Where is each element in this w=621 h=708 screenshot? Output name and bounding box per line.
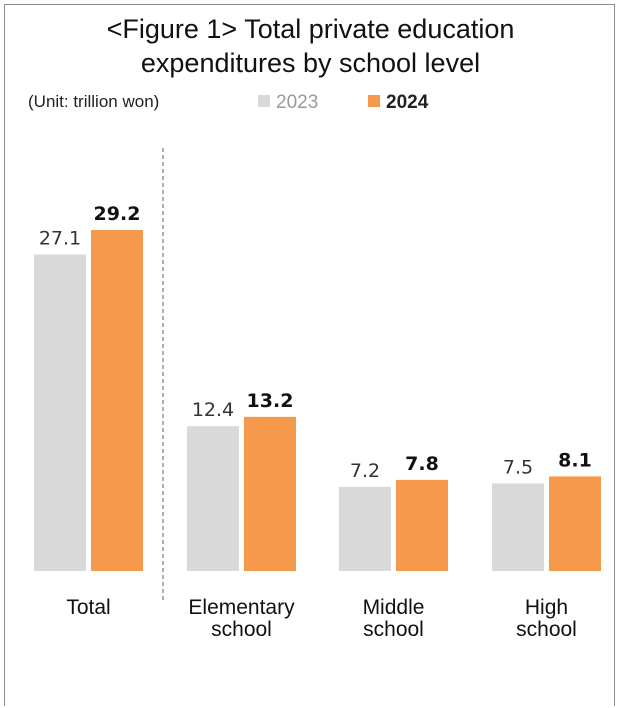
value-label-2024-1: 13.2 [247, 390, 294, 412]
bar-2024-0 [91, 230, 143, 571]
chart-title: <Figure 1> Total private education expen… [0, 12, 621, 80]
bar-2024-1 [244, 416, 296, 571]
legend-swatch-2024 [368, 94, 380, 107]
value-label-2024-3: 8.1 [558, 449, 592, 471]
category-label-2-line-0: Middle [363, 596, 425, 619]
value-label-2023-0: 27.1 [39, 228, 81, 250]
legend-item-2023: 2023 [258, 92, 318, 114]
value-label-2023-1: 12.4 [192, 399, 234, 421]
category-label-2-line-1: school [363, 618, 424, 641]
unit-label: (Unit: trillion won) [28, 92, 160, 111]
category-label-3-line-0: High [525, 596, 568, 619]
category-label-0-line-0: Total [66, 596, 110, 619]
bar-2023-1 [187, 426, 239, 571]
legend-swatch-2023 [258, 94, 270, 107]
legend-label-2024: 2024 [386, 92, 429, 113]
chart-title-line-1: <Figure 1> Total private education [106, 14, 515, 44]
value-label-2024-2: 7.8 [405, 453, 439, 475]
chart-frame [4, 4, 615, 706]
legend-label-2023: 2023 [276, 92, 319, 113]
bar-2023-0 [34, 254, 86, 571]
category-label-1-line-0: Elementary [188, 596, 295, 619]
bar-2024-2 [396, 479, 448, 571]
bar-2023-2 [339, 486, 391, 571]
legend-item-2024: 2024 [368, 92, 428, 114]
category-label-3-line-1: school [516, 618, 577, 641]
category-label-1-line-1: school [211, 618, 272, 641]
chart-title-line-2: expenditures by school level [140, 48, 481, 78]
bar-2023-3 [492, 483, 544, 571]
value-label-2024-0: 29.2 [94, 203, 141, 225]
value-label-2023-3: 7.5 [503, 456, 533, 478]
value-label-2023-2: 7.2 [350, 460, 380, 482]
bar-2024-3 [549, 476, 601, 571]
